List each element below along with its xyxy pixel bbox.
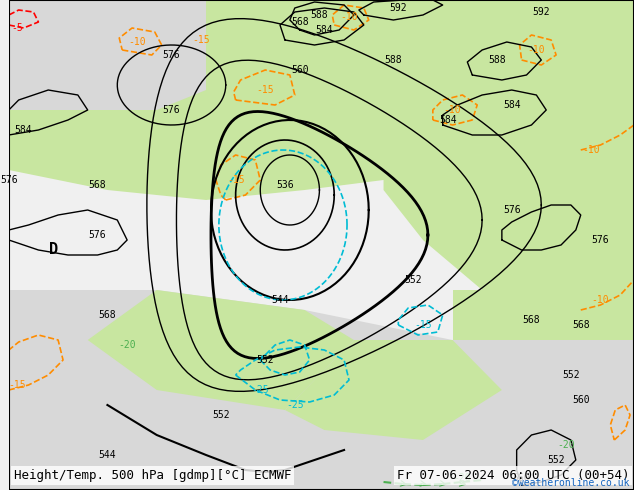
Text: ©weatheronline.co.uk: ©weatheronline.co.uk [512, 478, 629, 488]
Text: 552: 552 [562, 370, 579, 380]
Text: -15: -15 [414, 320, 432, 330]
Text: -20: -20 [453, 473, 471, 483]
Text: -10: -10 [444, 105, 462, 115]
Text: 552: 552 [212, 410, 230, 420]
Text: 584: 584 [439, 115, 456, 125]
Text: D: D [49, 243, 58, 258]
Text: -20: -20 [557, 440, 575, 450]
Text: 576: 576 [592, 235, 609, 245]
Text: 552: 552 [256, 355, 274, 365]
Text: 568: 568 [99, 310, 116, 320]
Polygon shape [9, 0, 206, 110]
Polygon shape [285, 340, 502, 440]
Text: -10: -10 [527, 45, 545, 55]
Text: -15: -15 [192, 35, 210, 45]
Text: 568: 568 [522, 315, 540, 325]
Text: 588: 588 [488, 55, 506, 65]
Text: -15: -15 [227, 175, 245, 185]
Text: 560: 560 [572, 395, 590, 405]
Text: -25: -25 [286, 400, 304, 410]
Text: 576: 576 [0, 175, 18, 185]
Text: 592: 592 [389, 3, 407, 13]
Text: 576: 576 [163, 50, 180, 60]
Text: 576: 576 [163, 105, 180, 115]
Text: -10: -10 [592, 295, 609, 305]
Text: 568: 568 [89, 180, 107, 190]
Text: -15: -15 [256, 85, 274, 95]
Text: -20: -20 [119, 340, 136, 350]
Text: 552: 552 [547, 455, 565, 465]
Polygon shape [453, 290, 634, 340]
Text: 588: 588 [385, 55, 402, 65]
Text: 544: 544 [99, 450, 116, 460]
Polygon shape [9, 0, 634, 110]
Text: -10: -10 [128, 37, 146, 47]
Text: -10: -10 [340, 12, 358, 22]
Text: Fr 07-06-2024 06:00 UTC (00+54): Fr 07-06-2024 06:00 UTC (00+54) [397, 469, 629, 482]
Text: -15: -15 [8, 380, 25, 390]
Text: -10: -10 [582, 145, 599, 155]
Text: 544: 544 [271, 295, 289, 305]
Polygon shape [384, 0, 634, 310]
Text: 568: 568 [572, 320, 590, 330]
Text: 584: 584 [316, 25, 333, 35]
Text: 588: 588 [311, 10, 328, 20]
Polygon shape [9, 0, 634, 200]
Text: -25: -25 [252, 385, 269, 395]
Text: 568: 568 [291, 17, 309, 27]
Text: 560: 560 [291, 65, 309, 75]
Polygon shape [9, 290, 634, 490]
Text: 576: 576 [89, 230, 107, 240]
Text: Height/Temp. 500 hPa [gdmp][°C] ECMWF: Height/Temp. 500 hPa [gdmp][°C] ECMWF [14, 469, 291, 482]
Text: 584: 584 [15, 125, 32, 135]
Text: 560: 560 [513, 473, 531, 483]
Text: 592: 592 [533, 7, 550, 17]
Text: 584: 584 [503, 100, 521, 110]
Polygon shape [87, 290, 354, 410]
Text: -5: -5 [11, 23, 23, 33]
Text: 552: 552 [404, 275, 422, 285]
Text: 536: 536 [276, 180, 294, 190]
Text: 576: 576 [503, 205, 521, 215]
